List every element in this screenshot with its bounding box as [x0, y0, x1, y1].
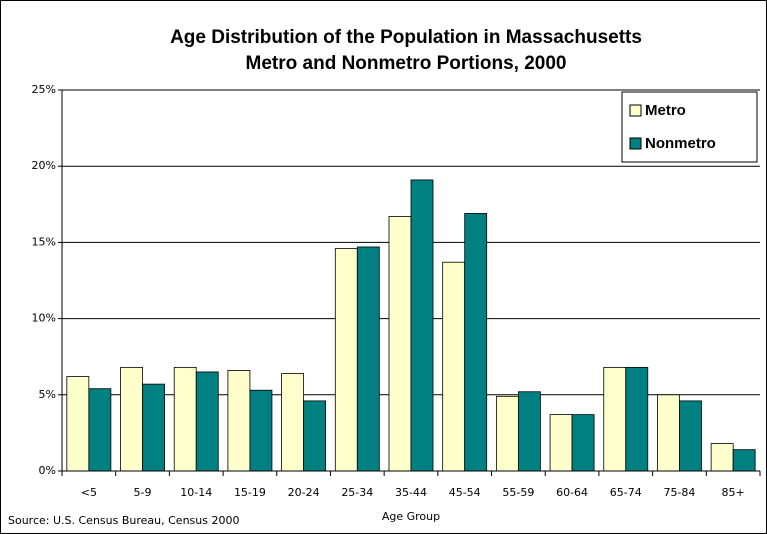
y-tick-label: 25% — [32, 83, 56, 96]
bar — [464, 213, 488, 472]
bar — [227, 370, 251, 472]
legend-swatch — [629, 104, 642, 117]
x-tick-label: 45-54 — [449, 486, 481, 499]
bar — [549, 414, 573, 472]
bar — [356, 246, 380, 472]
bar — [657, 394, 680, 472]
x-tick-label: 60-64 — [556, 486, 588, 499]
legend-box — [621, 91, 758, 163]
legend-label: Metro — [645, 102, 686, 119]
bar — [334, 248, 358, 472]
bar — [142, 383, 165, 472]
bar — [249, 389, 273, 472]
bar — [571, 414, 595, 472]
bar — [120, 366, 143, 472]
x-tick-label: 10-14 — [180, 486, 212, 499]
x-tick-label: 75-84 — [663, 486, 695, 499]
bar — [517, 391, 541, 472]
bar — [66, 376, 90, 472]
chart-title: Age Distribution of the Population in Ma… — [170, 27, 642, 48]
x-axis-label: Age Group — [382, 510, 440, 523]
bar — [195, 371, 219, 472]
bar — [173, 366, 197, 472]
x-tick-label: 85+ — [722, 486, 745, 499]
x-tick-label: 5-9 — [134, 486, 152, 499]
x-tick-label: 35-44 — [395, 486, 427, 499]
y-tick-label: 0% — [39, 464, 56, 477]
y-tick-label: 20% — [32, 159, 56, 172]
source-note: Source: U.S. Census Bureau, Census 2000 — [8, 514, 239, 527]
bar — [710, 443, 734, 472]
bar — [410, 179, 434, 472]
bar — [603, 366, 627, 472]
bar — [679, 400, 702, 472]
x-tick-label: 20-24 — [288, 486, 320, 499]
bar — [732, 449, 756, 472]
y-tick-label: 5% — [39, 388, 56, 401]
y-tick-label: 10% — [32, 312, 56, 325]
x-tick-label: 55-59 — [502, 486, 534, 499]
bar — [625, 366, 649, 472]
x-tick-label: 65-74 — [610, 486, 642, 499]
bar — [88, 388, 112, 472]
x-tick-label: 15-19 — [234, 486, 266, 499]
bar — [281, 373, 305, 472]
bar — [303, 400, 327, 472]
legend-label: Nonmetro — [645, 135, 716, 152]
y-tick-label: 15% — [32, 235, 56, 248]
legend-swatch — [629, 137, 642, 150]
bar — [495, 395, 519, 472]
bar — [442, 261, 466, 472]
chart-subtitle: Metro and Nonmetro Portions, 2000 — [246, 53, 567, 74]
x-tick-label: 25-34 — [341, 486, 373, 499]
bar — [388, 216, 412, 472]
x-tick-label: <5 — [81, 486, 97, 499]
